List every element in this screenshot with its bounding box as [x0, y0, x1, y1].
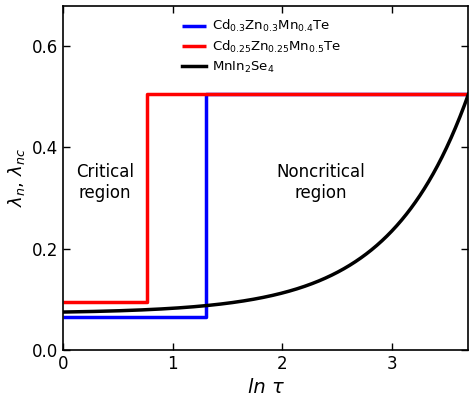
MnIn$_2$Se$_4$	[376, 241, 382, 246]
MnIn$_2$Se$_4$	[383, 234, 389, 239]
MnIn$_2$Se$_4$	[339, 268, 345, 272]
Text: Critical
region: Critical region	[76, 164, 134, 202]
MnIn$_2$Se$_4$	[465, 92, 471, 97]
Line: Cd$_{0.3}$Zn$_{0.3}$Mn$_{0.4}$Te: Cd$_{0.3}$Zn$_{0.3}$Mn$_{0.4}$Te	[64, 94, 468, 317]
Cd$_{0.3}$Zn$_{0.3}$Mn$_{0.4}$Te	[203, 315, 209, 320]
Cd$_{0.25}$Zn$_{0.25}$Mn$_{0.5}$Te	[144, 92, 149, 97]
Cd$_{0.25}$Zn$_{0.25}$Mn$_{0.5}$Te	[61, 299, 66, 304]
Cd$_{0.3}$Zn$_{0.3}$Mn$_{0.4}$Te	[465, 92, 471, 97]
Line: Cd$_{0.25}$Zn$_{0.25}$Mn$_{0.5}$Te: Cd$_{0.25}$Zn$_{0.25}$Mn$_{0.5}$Te	[64, 94, 468, 302]
Cd$_{0.3}$Zn$_{0.3}$Mn$_{0.4}$Te	[203, 92, 209, 97]
MnIn$_2$Se$_4$	[61, 310, 66, 314]
Line: MnIn$_2$Se$_4$: MnIn$_2$Se$_4$	[64, 94, 468, 312]
Y-axis label: $\lambda_n$, $\lambda_{nc}$: $\lambda_n$, $\lambda_{nc}$	[6, 148, 27, 207]
Text: Noncritical
region: Noncritical region	[276, 164, 365, 202]
MnIn$_2$Se$_4$	[224, 301, 230, 305]
X-axis label: ln τ: ln τ	[248, 378, 284, 397]
Cd$_{0.25}$Zn$_{0.25}$Mn$_{0.5}$Te	[465, 92, 471, 97]
Cd$_{0.25}$Zn$_{0.25}$Mn$_{0.5}$Te	[144, 299, 149, 304]
MnIn$_2$Se$_4$	[239, 299, 245, 303]
MnIn$_2$Se$_4$	[102, 309, 108, 314]
Legend: Cd$_{0.3}$Zn$_{0.3}$Mn$_{0.4}$Te, Cd$_{0.25}$Zn$_{0.25}$Mn$_{0.5}$Te, MnIn$_2$Se: Cd$_{0.3}$Zn$_{0.3}$Mn$_{0.4}$Te, Cd$_{0…	[179, 16, 344, 77]
Cd$_{0.3}$Zn$_{0.3}$Mn$_{0.4}$Te	[61, 315, 66, 320]
